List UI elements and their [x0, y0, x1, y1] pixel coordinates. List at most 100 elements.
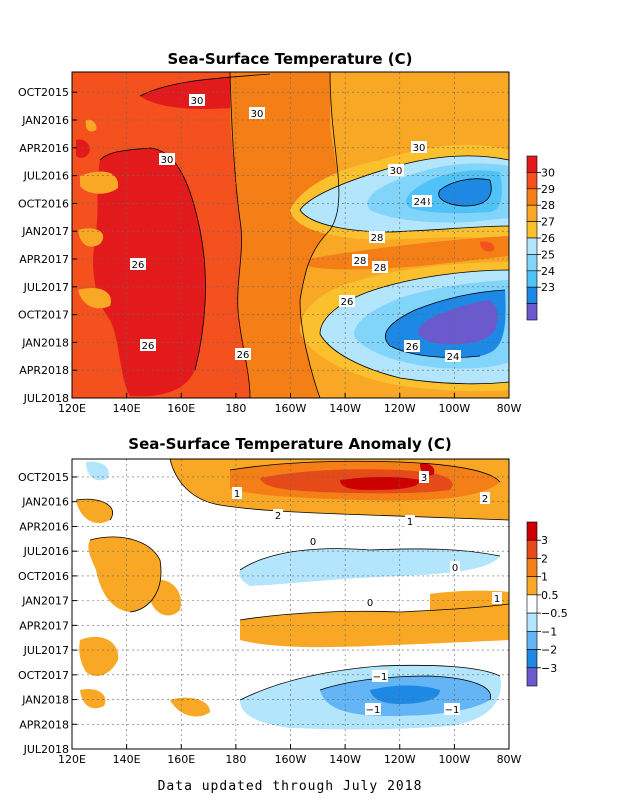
anomaly-y-tick-label: APR2018: [19, 718, 69, 731]
sst-contour-label: 30: [413, 143, 426, 154]
sst-contour-label-bg: [412, 195, 428, 207]
sst-colorbar-swatch: [526, 188, 538, 206]
sst-x-ticks: 120E 140E 160E 180 160W 140W 120W 100W 80W: [58, 393, 522, 415]
anomaly-y-tick-label: OCT2015: [18, 471, 69, 484]
sst-contour-label: 30: [191, 96, 204, 107]
sst-colorbar-swatch: [526, 286, 538, 304]
sst-colorbar-swatch: [526, 254, 538, 272]
anomaly-colorbar-swatch: [526, 631, 538, 650]
sst-colorbar-label: 27: [541, 216, 555, 229]
sst-contour-label: 26: [406, 342, 419, 353]
anomaly-contour-label: 0: [452, 563, 458, 574]
anomaly-y-tick-label: JAN2017: [21, 595, 69, 608]
anomaly-colorbar-label: 2: [541, 552, 548, 565]
sst-y-tick-label: APR2017: [19, 253, 69, 266]
sst-y-tick-label: JAN2018: [21, 336, 69, 349]
anomaly-contour-labels: 3 2 2 1 1 1 0 0 0 −1 −1 −1: [232, 471, 502, 716]
anomaly-x-tick-label: 120W: [384, 753, 416, 766]
anomaly-x-tick-label: 160W: [275, 753, 307, 766]
anomaly-y-tick-label: JAN2016: [21, 496, 69, 509]
anomaly-contour-label: 1: [494, 594, 500, 605]
sst-contour-label-bg: [404, 340, 420, 352]
sst-colorbar-swatch: [526, 172, 538, 190]
anomaly-colorbar-label: −0.5: [541, 607, 568, 620]
sst-x-tick-label: 180: [225, 402, 246, 415]
anomaly-colorbar-swatch: [526, 558, 538, 577]
anomaly-x-tick-label: 140E: [113, 753, 141, 766]
sst-contour-label-bg: [388, 164, 404, 176]
sst-colorbar-swatch: [526, 303, 538, 321]
sst-contour-label: 30: [251, 109, 264, 120]
sst-contour-label: 26: [132, 260, 145, 271]
sst-contour-label-bg: [140, 339, 156, 351]
anomaly-colorbar-label: −2: [541, 644, 557, 657]
sst-contour-label-bg: [411, 141, 427, 153]
anomaly-y-ticks: OCT2015 JAN2016 APR2016 JUL2016 OCT2016 JAN20…: [18, 471, 77, 756]
anomaly-y-tick-label: OCT2017: [18, 669, 69, 682]
sst-colorbar-label: 23: [541, 281, 555, 294]
anomaly-y-tick-label: APR2017: [19, 619, 69, 632]
anomaly-colorbar-label: 3: [541, 534, 548, 547]
anomaly-contour-label-bg: [480, 492, 490, 504]
anomaly-y-tick-label: OCT2016: [18, 570, 69, 583]
sst-colorbar-label: 30: [541, 166, 555, 179]
sst-colorbar-swatch: [526, 155, 538, 173]
sst-contour-label: 24: [447, 352, 460, 363]
anomaly-contour-label-bg: [365, 596, 375, 608]
anomaly-contour-label-bg: [273, 509, 283, 521]
sst-x-tick-label: 160W: [275, 402, 307, 415]
sst-contour-label-bg: [130, 258, 146, 270]
anomaly-contour-label-bg: [419, 471, 429, 483]
anomaly-contour-label: −1: [445, 705, 460, 716]
sst-x-tick-label: 120W: [384, 402, 416, 415]
anomaly-x-tick-label: 80W: [497, 753, 522, 766]
sst-contour-label: 30: [390, 166, 403, 177]
sst-colorbar: 30 29 28 27 26 25 24 23: [526, 155, 555, 321]
anomaly-colorbar-swatch: [526, 667, 538, 687]
sst-contour-label-bg: [372, 261, 388, 273]
sst-colorbar-label: 24: [541, 265, 555, 278]
anomaly-contour-label-bg: [444, 703, 460, 715]
anomaly-y-tick-label: JUL2016: [23, 545, 69, 558]
sst-contour-label-bg: [235, 348, 251, 360]
anomaly-grid: [72, 459, 509, 750]
anomaly-colorbar: 3 2 1 0.5 −0.5 −1 −2 −3: [526, 521, 568, 687]
anomaly-contour-label: −1: [366, 705, 381, 716]
sst-colorbar-label: 28: [541, 199, 555, 212]
sst-colorbar-swatch: [526, 204, 538, 222]
sst-contour-label-bg: [445, 350, 461, 362]
anomaly-contour-label-bg: [365, 703, 381, 715]
sst-colorbar-label: 25: [541, 248, 555, 261]
footer-note: Data updated through July 2018: [158, 779, 423, 794]
sst-contour-label-bg: [339, 295, 355, 307]
sst-field: [72, 72, 509, 398]
anomaly-x-tick-label: 160E: [167, 753, 195, 766]
anomaly-x-tick-label: 180: [225, 753, 246, 766]
sst-contour-label-bg: [249, 107, 265, 119]
sst-grid: [72, 72, 509, 399]
sst-contour-label: 26: [341, 297, 354, 308]
sst-colorbar-swatch: [526, 221, 538, 239]
sst-colorbar-swatch: [526, 237, 538, 255]
sst-y-tick-label: JUL2016: [23, 170, 69, 183]
anomaly-contour-label-bg: [372, 670, 388, 682]
sst-x-tick-label: 100W: [438, 402, 470, 415]
sst-x-tick-label: 140W: [329, 402, 361, 415]
sst-y-tick-label: JUL2017: [23, 281, 69, 294]
anomaly-colorbar-swatch: [526, 594, 538, 614]
sst-y-tick-label: JUL2018: [23, 392, 69, 405]
anomaly-contour-label: 2: [482, 494, 488, 505]
sst-x-tick-label: 80W: [497, 402, 522, 415]
anomaly-contour-label-bg: [308, 535, 318, 547]
anomaly-contour-label-bg: [450, 561, 460, 573]
sst-colorbar-swatch: [526, 270, 538, 288]
anomaly-colorbar-swatch: [526, 539, 538, 559]
anomaly-contour-label: −1: [373, 672, 388, 683]
anomaly-colorbar-label: −1: [541, 625, 557, 638]
anomaly-colorbar-label: −3: [541, 662, 557, 675]
sst-contour-labels: 30303030302828282826262626262424: [130, 94, 461, 363]
sst-contour-label-bg: [352, 254, 368, 266]
anomaly-y-tick-label: JUL2017: [23, 644, 69, 657]
anomaly-x-ticks: 120E 140E 160E 180 160W 140W 120W 100W 80W: [58, 744, 522, 766]
